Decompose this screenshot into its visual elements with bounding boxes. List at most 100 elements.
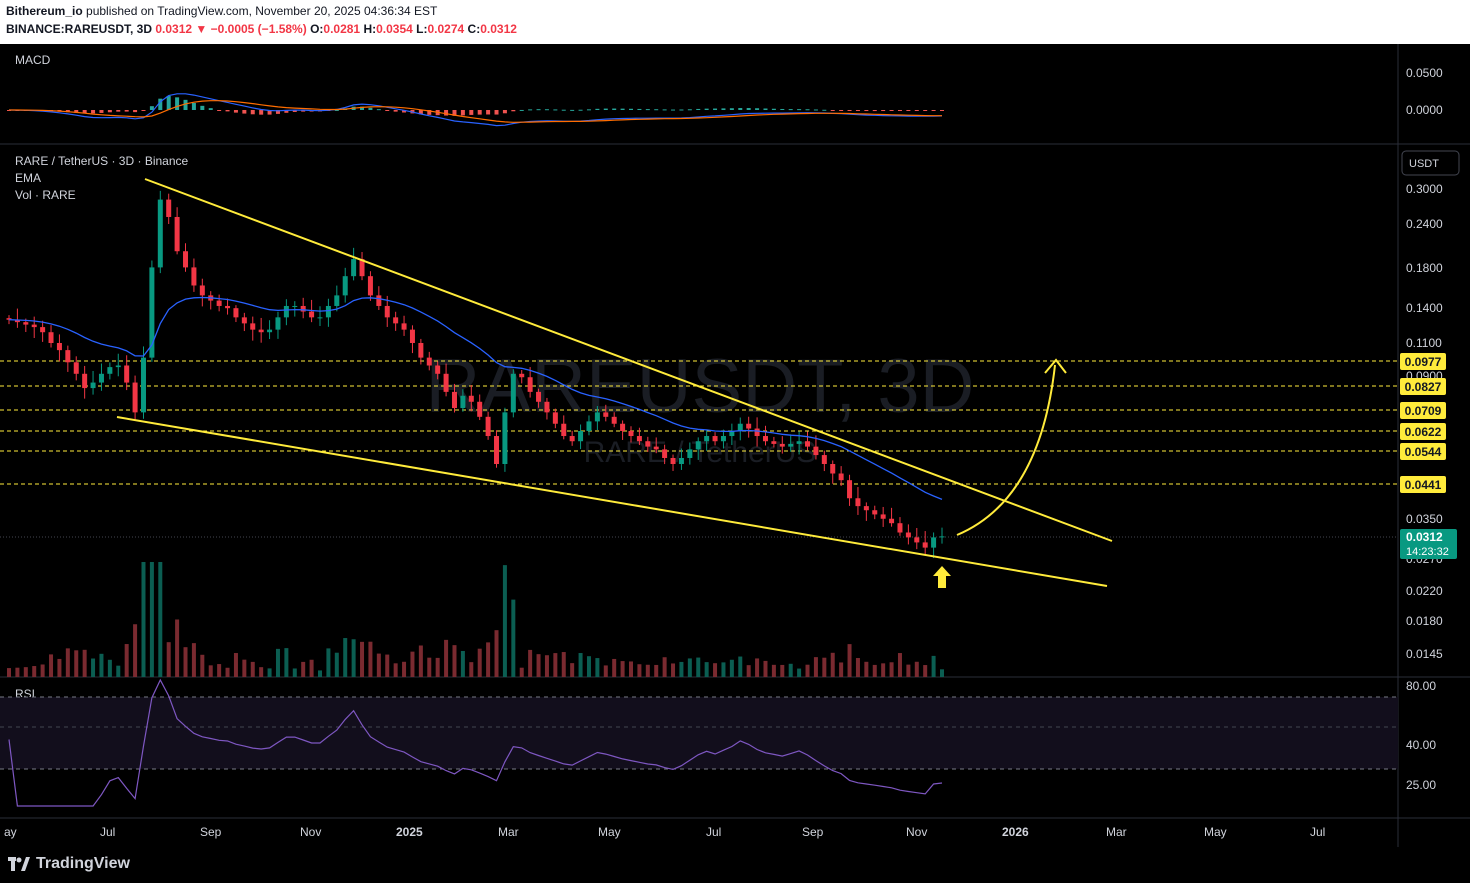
candle-body[interactable] [628, 430, 634, 437]
candle-body[interactable] [56, 342, 62, 351]
candle-body[interactable] [267, 329, 273, 333]
candle-body[interactable] [183, 251, 189, 268]
publisher-name[interactable]: Bithereum_io [6, 4, 83, 18]
candle-body[interactable] [662, 449, 668, 458]
candle-body[interactable] [409, 329, 415, 343]
candle-body[interactable] [561, 423, 567, 437]
candle-body[interactable] [872, 510, 878, 515]
candle-body[interactable] [729, 430, 735, 437]
candle-body[interactable] [720, 436, 726, 442]
candle-body[interactable] [779, 443, 785, 447]
price-legend-symbol[interactable]: RARE / TetherUS · 3D · Binance [15, 154, 189, 168]
candle-body[interactable] [645, 441, 651, 447]
candle-body[interactable] [863, 506, 869, 511]
candle-body[interactable] [620, 423, 626, 431]
candle-body[interactable] [132, 382, 138, 413]
candle-body[interactable] [82, 373, 88, 389]
price-legend-ema[interactable]: EMA [15, 171, 41, 185]
candle-body[interactable] [6, 318, 12, 320]
candle-body[interactable] [687, 449, 693, 458]
candle-body[interactable] [98, 373, 104, 383]
candle-body[interactable] [149, 267, 155, 358]
candle-body[interactable] [796, 441, 802, 444]
candle-body[interactable] [889, 518, 895, 524]
candle-body[interactable] [174, 216, 180, 252]
candle-body[interactable] [115, 365, 121, 368]
candle-body[interactable] [241, 317, 247, 324]
candle-body[interactable] [334, 295, 340, 306]
candle-body[interactable] [880, 514, 886, 519]
time-axis[interactable]: ay Jul Sep Nov 2025 Mar May Jul Sep Nov … [4, 825, 1325, 839]
candle-body[interactable] [23, 322, 29, 325]
candle-body[interactable] [536, 391, 542, 402]
candle-body[interactable] [754, 428, 760, 437]
candle-body[interactable] [931, 537, 937, 548]
candle-body[interactable] [838, 473, 844, 481]
candle-body[interactable] [788, 443, 794, 447]
candle-body[interactable] [275, 317, 281, 330]
candle-body[interactable] [258, 329, 264, 333]
candle-body[interactable] [594, 412, 600, 422]
candle-body[interactable] [309, 311, 315, 318]
candle-body[interactable] [712, 436, 718, 442]
candle-body[interactable] [502, 412, 508, 465]
candle-body[interactable] [73, 362, 79, 374]
candle-body[interactable] [771, 441, 777, 444]
candle-body[interactable] [494, 436, 500, 465]
candle-body[interactable] [847, 480, 853, 499]
candle-body[interactable] [225, 305, 231, 309]
candle-body[interactable] [90, 382, 96, 389]
candle-body[interactable] [460, 395, 466, 409]
candle-body[interactable] [603, 412, 609, 417]
candle-body[interactable] [384, 305, 390, 318]
candles[interactable] [6, 190, 945, 559]
candle-body[interactable] [48, 332, 54, 343]
candle-body[interactable] [636, 436, 642, 442]
candle-body[interactable] [367, 276, 373, 296]
candle-body[interactable] [527, 377, 533, 392]
candle-body[interactable] [199, 285, 205, 296]
candle-body[interactable] [443, 373, 449, 392]
candle-body[interactable] [140, 357, 146, 413]
currency-badge[interactable] [1401, 150, 1460, 176]
candle-body[interactable] [830, 464, 836, 474]
candle-body[interactable] [166, 199, 172, 217]
candle-body[interactable] [65, 350, 71, 363]
candle-body[interactable] [695, 441, 701, 450]
candle-body[interactable] [544, 401, 550, 413]
candle-body[interactable] [216, 300, 222, 306]
candle-body[interactable] [805, 441, 811, 447]
candle-body[interactable] [855, 498, 861, 507]
up-arrow-icon[interactable] [933, 566, 951, 588]
candle-body[interactable] [737, 423, 743, 431]
candle-body[interactable] [813, 446, 819, 456]
candle-body[interactable] [359, 259, 365, 277]
chart-canvas[interactable]: RAREUSDT, 3D RARE / TetherUS MACD RARE /… [0, 44, 1470, 847]
candle-body[interactable] [485, 416, 491, 437]
candle-body[interactable] [426, 357, 432, 366]
candle-body[interactable] [451, 391, 457, 409]
candle-body[interactable] [292, 305, 298, 307]
candle-body[interactable] [578, 430, 584, 442]
candle-body[interactable] [14, 319, 20, 323]
candle-body[interactable] [519, 373, 525, 378]
candle-body[interactable] [922, 542, 928, 548]
wedge-upper-trendline[interactable] [144, 178, 1113, 542]
candle-body[interactable] [762, 436, 768, 442]
wedge-lower-trendline[interactable] [116, 416, 1108, 587]
candle-body[interactable] [376, 295, 382, 306]
candle-body[interactable] [611, 416, 617, 424]
candle-body[interactable] [351, 259, 357, 277]
macd-label[interactable]: MACD [15, 53, 51, 67]
candle-body[interactable] [586, 421, 592, 431]
price-axis[interactable]: 0.3000 0.2400 0.1800 0.1400 0.1100 0.090… [1406, 182, 1443, 661]
candle-body[interactable] [418, 342, 424, 358]
candle-body[interactable] [317, 317, 323, 319]
candle-body[interactable] [653, 446, 659, 450]
candle-body[interactable] [678, 457, 684, 465]
candle-body[interactable] [157, 199, 163, 268]
candle-body[interactable] [821, 455, 827, 465]
candle-body[interactable] [107, 367, 113, 374]
candle-body[interactable] [40, 327, 46, 333]
candle-body[interactable] [31, 324, 37, 328]
